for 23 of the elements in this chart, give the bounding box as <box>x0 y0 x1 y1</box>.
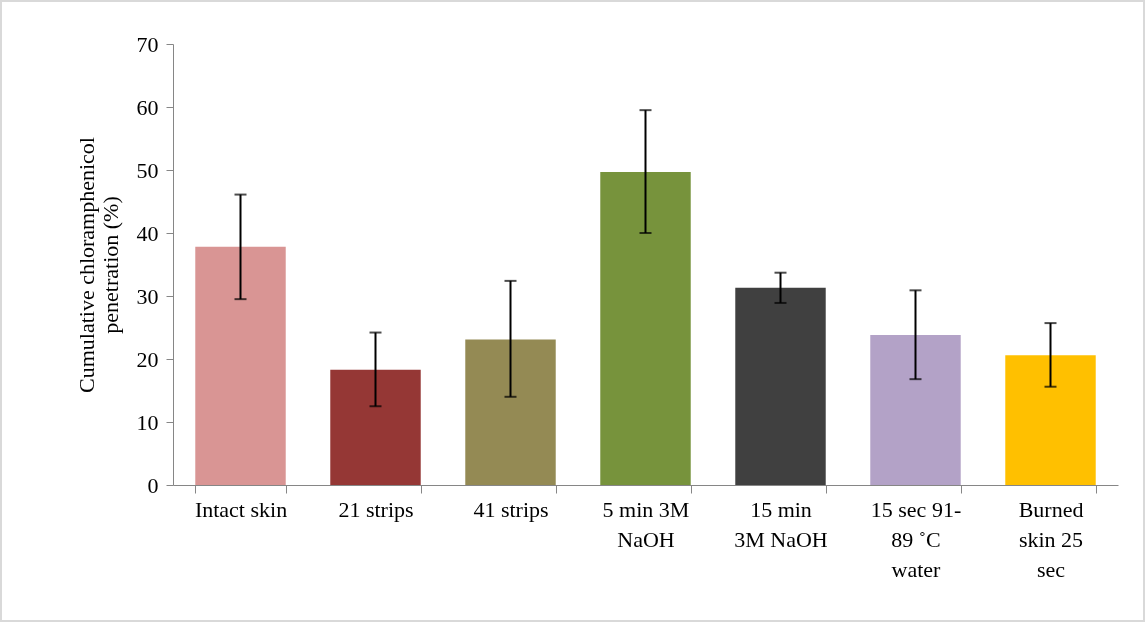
bar <box>1005 355 1096 485</box>
y-tick-label: 30 <box>136 283 159 309</box>
bar <box>465 339 556 485</box>
x-tick-label: Intact skin <box>194 496 288 522</box>
y-tick-label: 40 <box>136 220 159 246</box>
x-tick-label: 21 strips <box>338 496 414 522</box>
y-axis-title: Cumulative chloramphenicol penetration (%) <box>73 137 123 393</box>
x-tick-label: Burned skin 25 sec <box>1018 496 1084 582</box>
x-tick-label: 15 min 3M NaOH <box>734 496 828 552</box>
y-tick-label: 20 <box>136 346 159 372</box>
bar <box>600 171 691 485</box>
y-tick-label: 60 <box>136 94 159 120</box>
x-tick-label: 15 sec 91-89 ˚C water <box>870 496 962 582</box>
y-tick-label: 10 <box>136 409 159 435</box>
y-tick-label: 0 <box>147 472 159 498</box>
y-tick-label: 50 <box>136 157 159 183</box>
x-tick-label: 41 strips <box>473 496 549 522</box>
y-tick-label: 70 <box>136 31 159 57</box>
bar <box>195 246 286 485</box>
bar <box>870 335 961 485</box>
bar <box>735 287 826 485</box>
bar <box>330 369 421 485</box>
x-tick-label: 5 min 3M NaOH <box>602 496 690 552</box>
